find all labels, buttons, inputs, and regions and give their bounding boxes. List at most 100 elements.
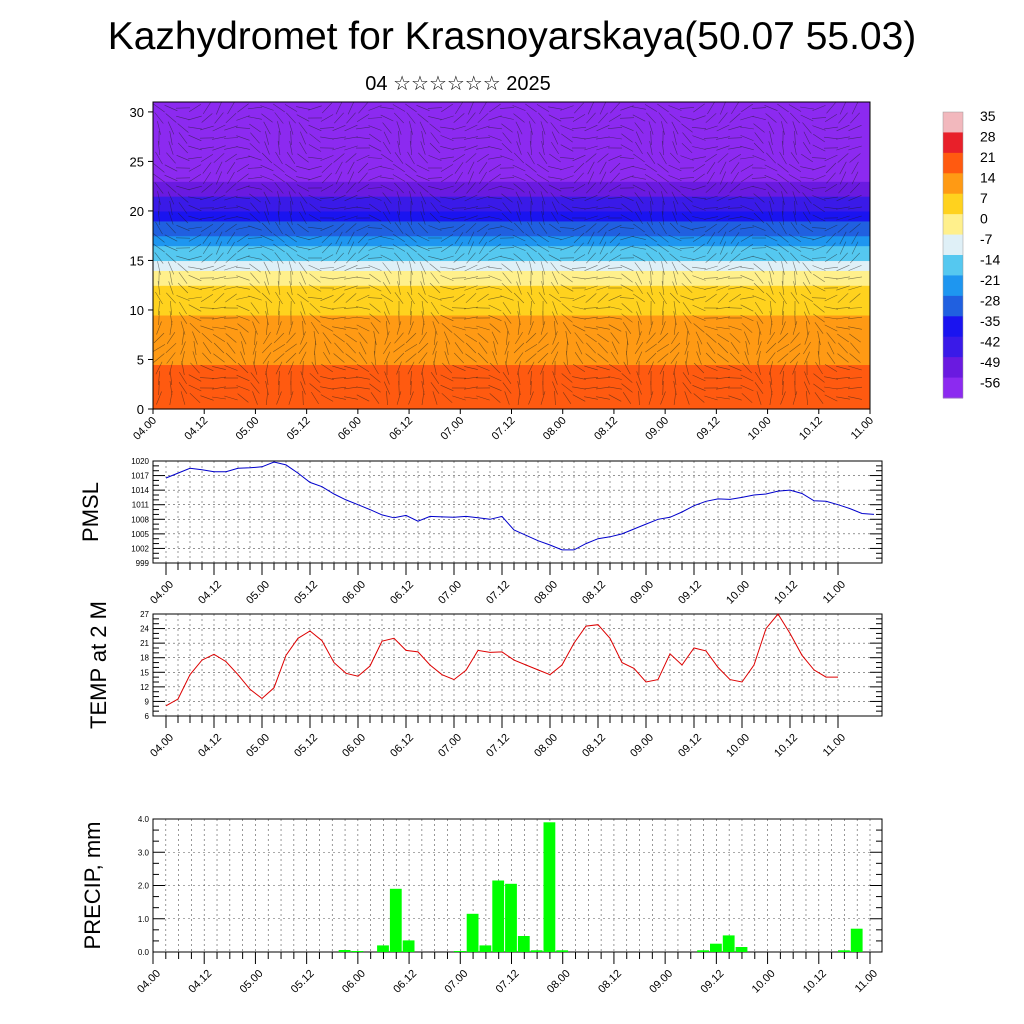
wind-barb	[769, 371, 773, 385]
y-tick-label: 9	[145, 697, 150, 706]
wind-barb	[837, 353, 849, 363]
wind-barb	[540, 391, 546, 405]
wind-barb	[684, 341, 690, 355]
x-tick-label: 09.00	[628, 732, 656, 760]
y-tick-label: 4.0	[138, 815, 150, 824]
wind-barb	[428, 155, 442, 161]
wind-barb	[644, 174, 658, 182]
wind-barb	[635, 131, 643, 145]
wind-barb	[745, 341, 749, 355]
wind-barb	[811, 117, 827, 119]
wind-barb	[824, 316, 838, 320]
wind-barb	[681, 193, 693, 203]
wind-barb	[551, 201, 559, 215]
heatmap-cell	[153, 300, 870, 306]
wind-barb	[620, 195, 634, 201]
wind-barb	[309, 313, 321, 323]
wind-barb	[740, 135, 754, 141]
wind-barb	[514, 352, 524, 364]
wind-barb	[309, 273, 321, 283]
wind-barb	[526, 252, 536, 264]
wind-barb	[488, 135, 502, 141]
wind-barb	[451, 307, 467, 309]
colorbar-swatch	[943, 152, 963, 174]
wind-barb	[225, 223, 237, 233]
wind-barb	[429, 212, 441, 224]
wind-barb	[346, 252, 356, 264]
wind-barb	[477, 223, 489, 233]
wind-barb	[513, 183, 525, 193]
wind-barb	[825, 232, 837, 244]
heatmap-cell	[153, 196, 870, 202]
wind-barb	[648, 391, 654, 405]
wind-barb	[848, 195, 862, 201]
wind-barb	[250, 202, 260, 214]
wind-barb	[488, 216, 502, 220]
wind-barb	[181, 361, 185, 375]
precip-bar	[722, 935, 735, 952]
wind-barb	[705, 183, 717, 193]
wind-barb	[696, 351, 702, 365]
wind-barb	[249, 263, 261, 273]
wind-barb	[598, 112, 608, 124]
wind-barb	[716, 194, 730, 202]
wind-barb	[599, 101, 607, 115]
x-tick-label: 09.12	[699, 968, 727, 996]
wind-barb	[692, 115, 706, 121]
wind-barb	[345, 153, 357, 163]
wind-barb	[781, 191, 785, 205]
wind-barb	[680, 186, 694, 190]
wind-barb	[308, 156, 322, 160]
heatmap-cell	[153, 220, 870, 227]
heatmap-cell	[153, 285, 870, 291]
wind-barb	[561, 383, 573, 393]
wind-barb	[380, 106, 394, 110]
wind-barb	[432, 341, 438, 355]
wind-barb	[728, 153, 742, 163]
wind-barb	[608, 276, 622, 280]
wind-barb	[707, 241, 715, 255]
wind-barb	[824, 294, 838, 302]
wind-barb	[384, 301, 390, 315]
wind-barb	[432, 321, 438, 335]
wind-barb	[177, 282, 189, 294]
x-tick-label: 07.00	[442, 968, 470, 996]
wind-barb	[669, 152, 681, 164]
wind-barb	[380, 184, 394, 192]
wind-barb	[367, 157, 383, 159]
wind-barb	[530, 300, 532, 316]
wind-barb	[488, 275, 502, 281]
wind-barb	[585, 223, 597, 233]
wind-barb	[440, 196, 454, 200]
x-tick-label: 07.12	[490, 415, 518, 443]
wind-barb	[192, 351, 198, 365]
precip-bar	[338, 950, 351, 952]
wind-barb	[409, 261, 413, 275]
colorbar-swatch	[943, 357, 963, 379]
wind-barb	[572, 363, 586, 373]
wind-barb	[397, 281, 401, 295]
wind-barb	[804, 371, 810, 385]
wind-barb	[440, 185, 454, 191]
wind-barb	[298, 122, 308, 134]
heatmap-cell	[153, 230, 870, 237]
wind-barb	[768, 281, 774, 295]
wind-barb	[347, 171, 355, 185]
wind-barb	[672, 141, 678, 155]
wind-barb	[836, 386, 850, 390]
wind-barb	[416, 245, 430, 251]
wind-barb	[649, 281, 653, 295]
wind-barb	[488, 255, 502, 261]
wind-barb	[383, 341, 391, 355]
wind-barb	[633, 293, 645, 303]
wind-barb	[682, 312, 692, 324]
wind-barb	[404, 344, 418, 352]
wind-barb	[167, 121, 175, 135]
wind-barb	[332, 285, 346, 291]
wind-barb	[320, 254, 334, 262]
wind-barb	[502, 272, 512, 284]
wind-barb	[284, 244, 298, 252]
wind-barb	[719, 161, 727, 175]
wind-barb	[213, 153, 225, 163]
wind-barb	[236, 255, 250, 261]
